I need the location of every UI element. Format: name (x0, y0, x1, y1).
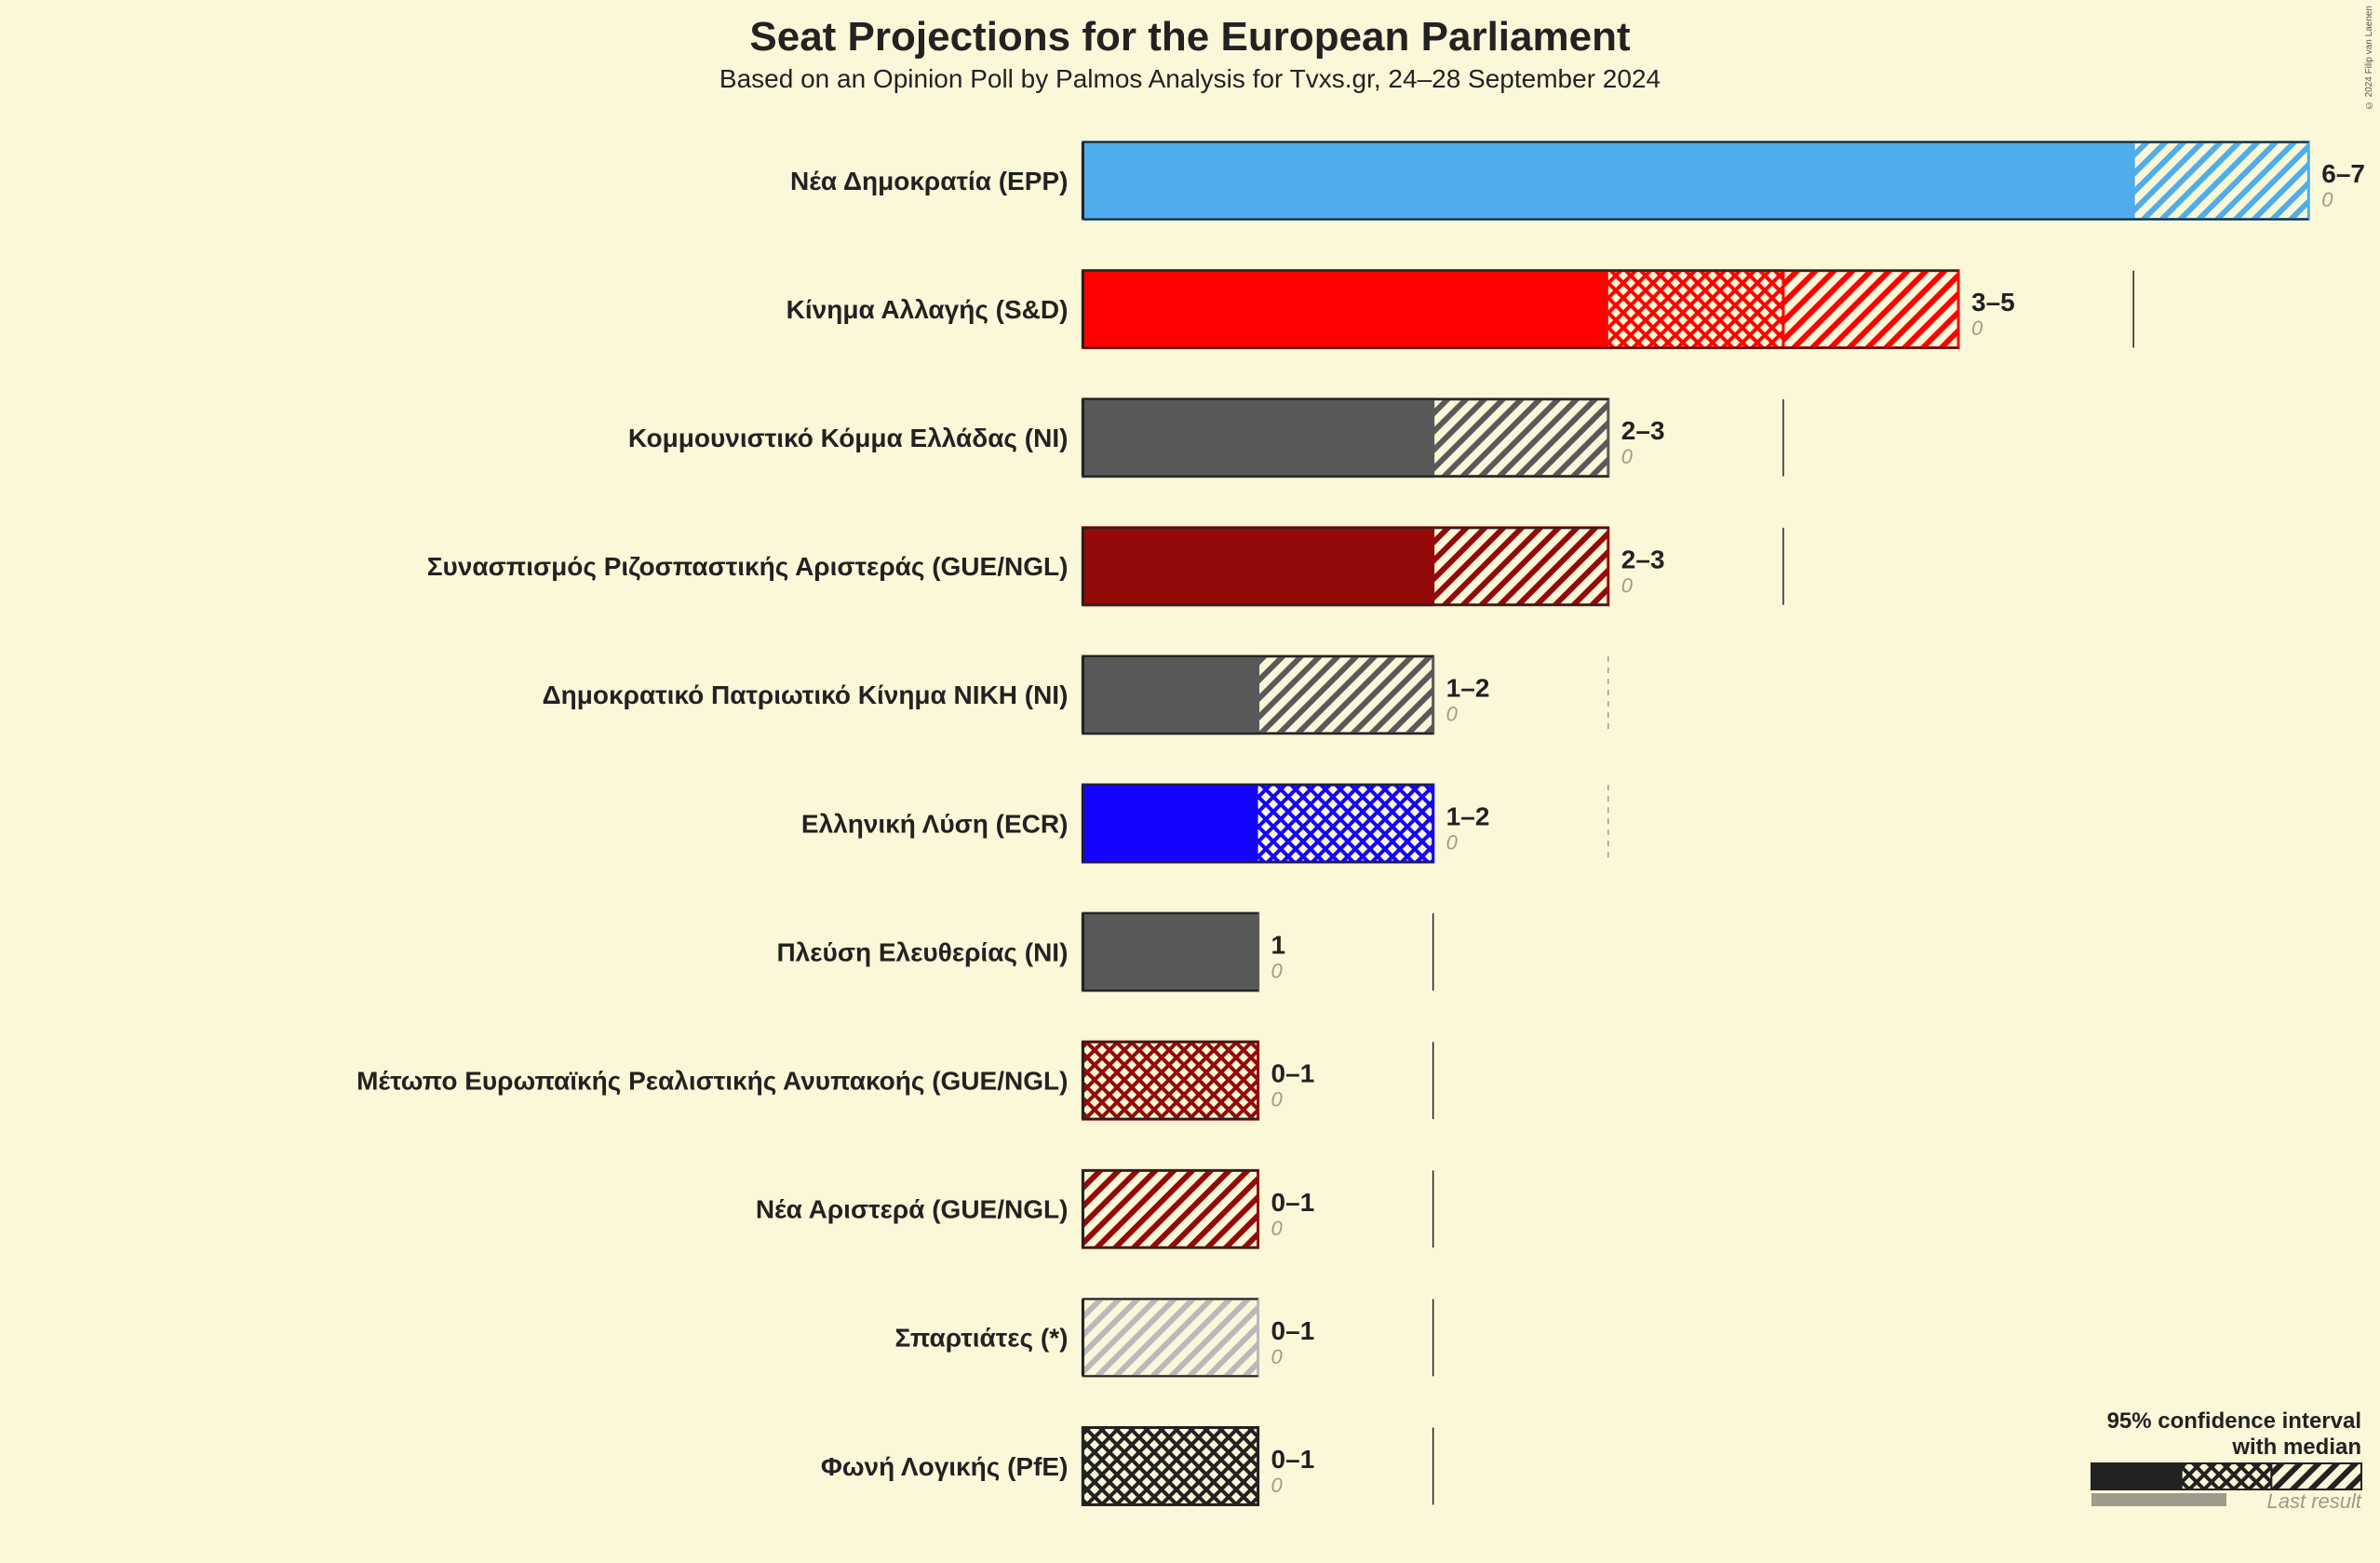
chart-subtitle: Based on an Opinion Poll by Palmos Analy… (719, 64, 1661, 93)
row-label: Ελληνική Λύση (ECR) (801, 809, 1069, 838)
row-value: 6–7 (2321, 159, 2365, 188)
bar-ci-lower (1082, 528, 1432, 605)
chart-title: Seat Projections for the European Parlia… (749, 14, 1631, 60)
bar-ci-lower (1082, 913, 1257, 990)
row-value: 1–2 (1446, 802, 1490, 831)
row-value: 1 (1271, 931, 1286, 960)
legend-swatch-last (2091, 1493, 2226, 1506)
bar-ci-median (1082, 1428, 1257, 1505)
row-value: 0–1 (1271, 1188, 1315, 1217)
bar-ci-upper (1082, 1170, 1257, 1247)
legend-swatch-diag (2271, 1463, 2361, 1489)
row-label: Συνασπισμός Ριζοσπαστικής Αριστεράς (GUE… (427, 552, 1069, 581)
row-value: 0–1 (1271, 1316, 1315, 1345)
row-last-result: 0 (1271, 1474, 1284, 1497)
bar-ci-lower (1082, 399, 1432, 477)
bar-ci-median (1082, 1042, 1257, 1119)
row-last-result: 0 (1271, 960, 1284, 983)
row-last-result: 0 (1971, 317, 1983, 340)
bar-ci-lower (1082, 656, 1257, 734)
bar-ci-upper (1082, 1299, 1257, 1376)
row-value: 0–1 (1271, 1059, 1315, 1088)
legend-title-2: with median (2231, 1435, 2361, 1460)
row-label: Δημοκρατικό Πατριωτικό Κίνημα ΝΙΚΗ (NI) (543, 680, 1069, 709)
copyright-notice: © 2024 Filip van Laenen (2364, 6, 2374, 110)
bar-ci-lower (1082, 271, 1607, 348)
bar-ci-lower (1082, 142, 2133, 220)
chart-svg: Seat Projections for the European Parlia… (0, 0, 2380, 1558)
row-last-result: 0 (1621, 573, 1634, 597)
row-label: Μέτωπο Ευρωπαϊκής Ρεαλιστικής Ανυπακοής … (356, 1066, 1068, 1095)
chart-container: Seat Projections for the European Parlia… (0, 0, 2380, 1558)
row-label: Πλεύση Ελευθερίας (NI) (776, 937, 1068, 966)
row-label: Κίνημα Αλλαγής (S&D) (787, 295, 1069, 324)
row-last-result: 0 (1621, 445, 1634, 468)
row-value: 3–5 (1971, 288, 2015, 317)
row-label: Νέα Αριστερά (GUE/NGL) (756, 1195, 1069, 1224)
legend-swatch-solid (2091, 1463, 2182, 1489)
row-last-result: 0 (1446, 702, 1459, 725)
row-value: 1–2 (1446, 673, 1490, 702)
row-last-result: 0 (1271, 1088, 1284, 1112)
legend-last-label: Last result (2267, 1489, 2362, 1513)
row-label: Νέα Δημοκρατία (EPP) (790, 167, 1068, 195)
row-value: 2–3 (1621, 545, 1665, 573)
legend-swatch-cross (2182, 1463, 2272, 1489)
row-last-result: 0 (2321, 188, 2333, 211)
row-last-result: 0 (1446, 831, 1459, 855)
bar-ci-lower (1082, 785, 1257, 862)
row-value: 0–1 (1271, 1445, 1315, 1474)
row-last-result: 0 (1271, 1217, 1284, 1240)
row-label: Φωνή Λογικής (PfE) (821, 1452, 1069, 1481)
row-value: 2–3 (1621, 416, 1665, 445)
legend-title-1: 95% confidence interval (2107, 1408, 2361, 1434)
row-label: Σπαρτιάτες (*) (895, 1324, 1069, 1353)
row-label: Κομμουνιστικό Κόμμα Ελλάδας (NI) (628, 424, 1069, 452)
row-last-result: 0 (1271, 1345, 1284, 1368)
